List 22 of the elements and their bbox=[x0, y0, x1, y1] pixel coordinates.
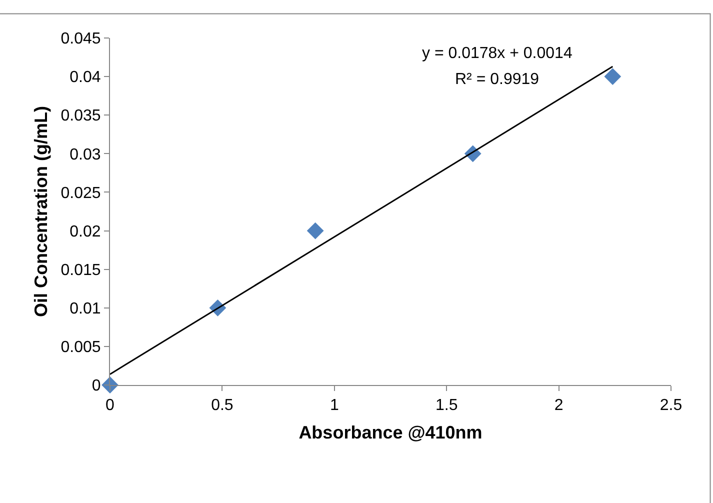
y-tick-label: 0.005 bbox=[60, 339, 101, 356]
y-tick-label: 0.035 bbox=[60, 108, 101, 125]
y-tick-label: 0.015 bbox=[60, 262, 101, 279]
x-tick-label: 2 bbox=[554, 397, 564, 414]
x-tick-label: 1.5 bbox=[435, 397, 458, 414]
y-axis-title: Oil Concentration (g/mL) bbox=[30, 106, 51, 317]
annotation: R² = 0.9919 bbox=[455, 71, 540, 88]
x-tick-label: 1 bbox=[330, 397, 339, 414]
x-axis-title: Absorbance @410nm bbox=[298, 422, 482, 442]
y-tick-label: 0.04 bbox=[70, 69, 101, 86]
point bbox=[604, 68, 622, 86]
y-tick-label: 0.045 bbox=[60, 30, 101, 48]
y-tick-label: 0 bbox=[92, 378, 101, 395]
x-tick-label: 0 bbox=[106, 397, 115, 414]
y-tick-label: 0.02 bbox=[70, 223, 101, 240]
y-tick-label: 0.025 bbox=[60, 184, 101, 202]
annotation: y = 0.0178x + 0.0014 bbox=[422, 45, 572, 62]
y-tick-label: 0.01 bbox=[70, 300, 101, 318]
x-tick-label: 2.5 bbox=[660, 397, 682, 414]
x-tick-label: 0.5 bbox=[211, 397, 234, 414]
y-tick-label: 0.03 bbox=[70, 146, 101, 164]
point bbox=[306, 222, 324, 240]
